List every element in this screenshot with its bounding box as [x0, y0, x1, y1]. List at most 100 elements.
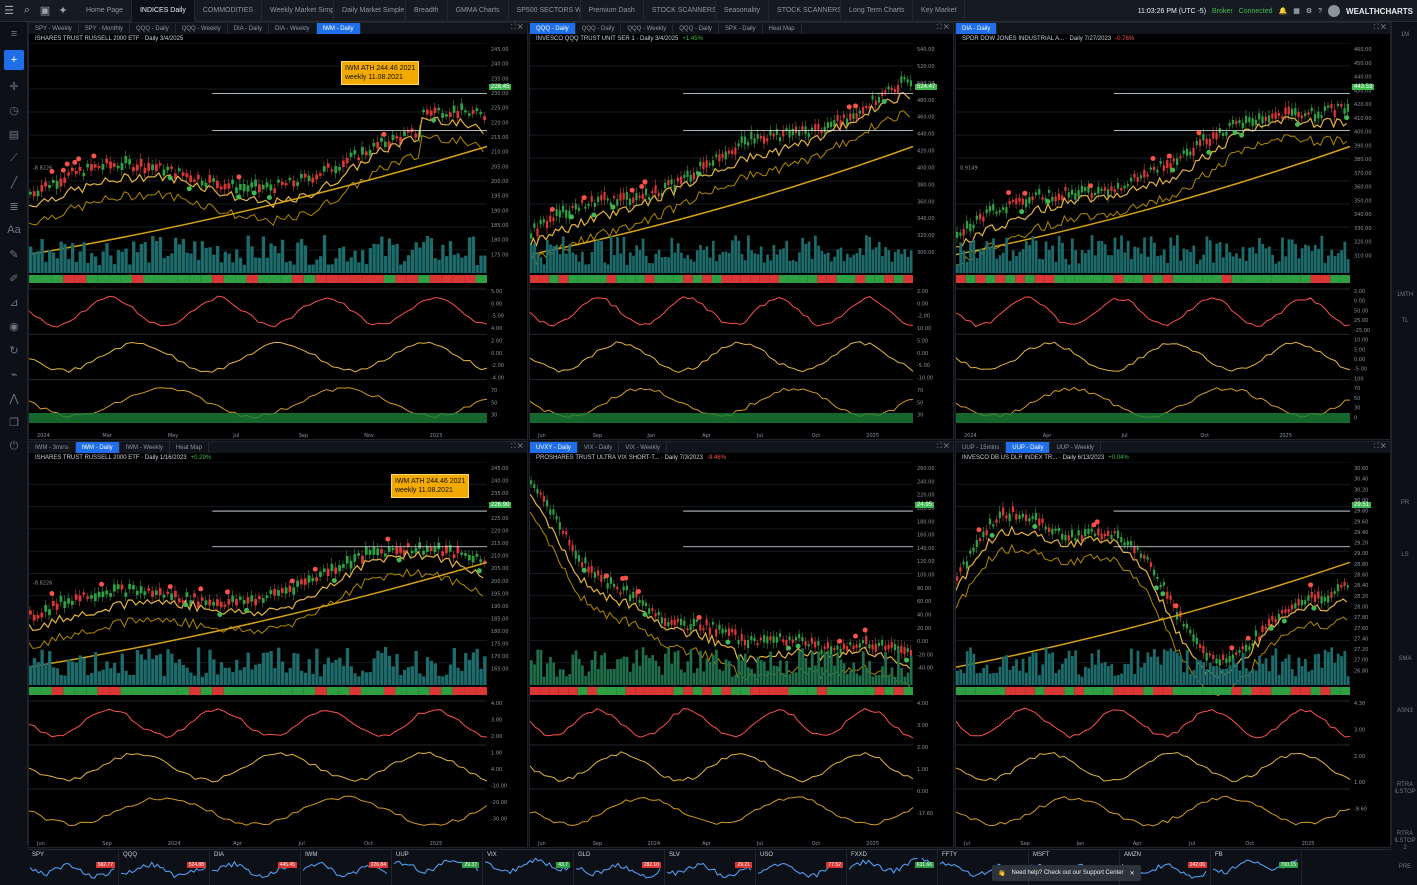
close-icon[interactable]: ✕ [517, 443, 523, 450]
sidebar-tool[interactable] [1392, 672, 1417, 698]
sidebar-tool[interactable]: LS [1401, 551, 1409, 558]
sidebar-tool[interactable] [1392, 152, 1417, 178]
panel-symbol-tab[interactable]: QQQ - Daily [530, 23, 576, 34]
layout-tab[interactable]: Weekly Market Simple Tr... [262, 0, 335, 22]
expand-icon[interactable]: ⛶ [1373, 24, 1381, 31]
sidebar-tool[interactable]: SMA [1398, 655, 1412, 662]
crosshair-icon[interactable]: ✛ [9, 80, 19, 93]
sidebar-tool[interactable] [1392, 360, 1417, 386]
support-toast[interactable]: 👋 Need help? Check out our Support Cente… [992, 865, 1141, 881]
layers-icon[interactable]: ❐ [9, 416, 19, 429]
panel-symbol-tab[interactable]: UUP - Daily [1006, 442, 1051, 453]
panel-symbol-tab[interactable]: IWM - Daily [316, 23, 361, 34]
ticker-tile[interactable]: FB 700.15 [1211, 850, 1302, 885]
broker-label[interactable]: Broker [1212, 7, 1233, 15]
brush-icon[interactable]: ✐ [9, 272, 19, 285]
layout-tab[interactable]: Premium Dash [581, 0, 644, 22]
panel-symbol-tab[interactable]: UUP - Weekly [1050, 442, 1101, 453]
ticker-tile[interactable]: SLV 29.21 [665, 850, 756, 885]
layout-tab[interactable]: INDICES Daily [131, 0, 195, 22]
ticker-tile[interactable]: USO 77.52 [756, 850, 847, 885]
expand-icon[interactable]: ⛶ [510, 24, 518, 31]
close-icon[interactable]: ✕ [943, 443, 949, 450]
layout-tab[interactable]: Breadth [406, 0, 448, 22]
plus-icon[interactable]: + [4, 50, 24, 70]
sidebar-tool[interactable] [1392, 334, 1417, 360]
close-icon[interactable]: ✕ [517, 24, 523, 31]
eye-icon[interactable]: ◉ [9, 320, 19, 333]
briefcase-icon[interactable]: ▤ [8, 128, 20, 141]
ticker-tile[interactable]: DIA 445.45 [210, 850, 301, 885]
panel-symbol-tab[interactable]: QQQ - Daily [673, 23, 719, 34]
expand-icon[interactable]: ⛶ [510, 443, 518, 450]
panel-symbol-tab[interactable]: Heat Map [170, 442, 209, 453]
sidebar-tool[interactable] [1392, 802, 1417, 828]
bell-icon[interactable]: 🔔 [1278, 8, 1288, 15]
sidebar-tool[interactable] [1392, 516, 1417, 542]
sidebar-tool[interactable] [1392, 178, 1417, 204]
line-icon[interactable]: ╱ [10, 176, 18, 189]
sidebar-tool[interactable]: TL [1401, 317, 1409, 324]
sidebar-tool[interactable] [1392, 230, 1417, 256]
fib-icon[interactable]: ≣ [9, 200, 19, 213]
hamburger-menu-icon[interactable]: ☰ [4, 5, 14, 17]
ticker-tile[interactable]: QQQ 524.88 [119, 850, 210, 885]
layout-tab[interactable]: Key Market [913, 0, 966, 22]
layout-tab[interactable]: Long Term Charts [841, 0, 914, 22]
sidebar-tool[interactable]: ASN3 [1397, 707, 1413, 714]
chart-panel-iwm-bottom[interactable]: IWM - 3mins IWM - Daily IWM - Weekly Heat M… [28, 441, 528, 848]
sidebar-tool[interactable] [1392, 464, 1417, 490]
panel-symbol-tab[interactable]: SPX - Daily [719, 23, 763, 34]
sidebar-tool[interactable]: PRE [1398, 863, 1412, 870]
panel-symbol-tab[interactable]: QQQ - Weekly [176, 23, 228, 34]
close-icon[interactable]: ✕ [1380, 24, 1386, 31]
sidebar-tool[interactable] [1392, 256, 1417, 282]
sidebar-tool[interactable] [1392, 412, 1417, 438]
layout-tab[interactable]: Daily Market Simple Trm... [334, 0, 407, 22]
layout-tab[interactable]: Home Page [78, 0, 132, 22]
sidebar-tool[interactable]: 1M [1400, 31, 1410, 38]
expand-icon[interactable]: ⛶ [1373, 443, 1381, 450]
ticker-tile[interactable]: VIX 43.7 [483, 850, 574, 885]
ai-icon[interactable]: ✦ [58, 5, 68, 17]
layout-tab[interactable]: SP500 SECTORS WEEKLY [509, 0, 581, 22]
ticker-tile[interactable]: FXXD 631.66 [847, 850, 938, 885]
panel-symbol-tab[interactable]: QQQ - Daily [130, 23, 176, 34]
panel-symbol-tab[interactable]: QQQ - Daily [576, 23, 622, 34]
panel-symbol-tab[interactable]: DIA - Daily [956, 23, 998, 34]
panel-symbol-tab[interactable]: DIA - Weekly [269, 23, 317, 34]
search-icon[interactable]: ⌕ [23, 4, 31, 16]
ath-annotation[interactable]: IWM ATH 244.46 2021 weekly 11.08.2021 [391, 474, 470, 498]
avatar[interactable] [1328, 5, 1341, 17]
sidebar-tool[interactable]: RTRA ILSTOP [1394, 782, 1416, 795]
help-icon[interactable]: ? [1318, 7, 1323, 15]
refresh-icon[interactable]: ↻ [9, 344, 19, 357]
chart-icon[interactable]: ⌁ [10, 368, 18, 381]
ath-annotation[interactable]: IWM ATH 244.46 2021 weekly 11.08.2021 [341, 61, 420, 85]
panel-symbol-tab[interactable]: Heat Map [763, 23, 802, 34]
menu-icon[interactable]: ≡ [10, 28, 18, 40]
clock-icon[interactable]: ◷ [9, 104, 19, 117]
sidebar-tool[interactable] [1392, 126, 1417, 152]
panel-symbol-tab[interactable]: IWM - Weekly [120, 442, 170, 453]
panel-symbol-tab[interactable]: SPY - Monthly [79, 23, 131, 34]
layout-tab[interactable]: COMMODITIES [195, 0, 263, 22]
panel-symbol-tab[interactable]: VIX - Daily [578, 442, 620, 453]
alert-icon[interactable]: ⏻ [9, 439, 19, 452]
panel-symbol-tab[interactable]: SPY - Weekly [29, 23, 79, 34]
sidebar-tool[interactable] [1392, 620, 1417, 646]
panel-symbol-tab[interactable]: DIA - Daily [228, 23, 269, 34]
sidebar-tool[interactable] [1392, 594, 1417, 620]
chart-panel-uup-bottom[interactable]: UUP - 15mins UUP - Daily UUP - Weekly INVES… [955, 441, 1391, 848]
chart-panel-dia-top[interactable]: DIA - Daily SPDR DOW JONES INDUSTRIAL A..… [955, 22, 1391, 440]
panel-symbol-tab[interactable]: UUP - 15mins [956, 442, 1007, 453]
layout-tab[interactable]: GMMA Charts [448, 0, 509, 22]
sidebar-tool[interactable]: PR [1400, 499, 1410, 506]
sidebar-tool[interactable] [1392, 48, 1417, 74]
close-icon[interactable]: ✕ [943, 24, 949, 31]
chart-panel-iwm-top[interactable]: SPY - Weekly SPY - Monthly QQQ - Daily QQQ … [28, 22, 528, 440]
layout-tab[interactable]: STOCK SCANNERS Copy [769, 0, 842, 22]
pattern-icon[interactable]: ⋀ [9, 392, 19, 405]
panel-symbol-tab[interactable]: IWM - 3mins [29, 442, 76, 453]
chart-panel-qqq-top[interactable]: QQQ - Daily QQQ - Daily QQQ - Weekly QQQ - … [529, 22, 954, 440]
